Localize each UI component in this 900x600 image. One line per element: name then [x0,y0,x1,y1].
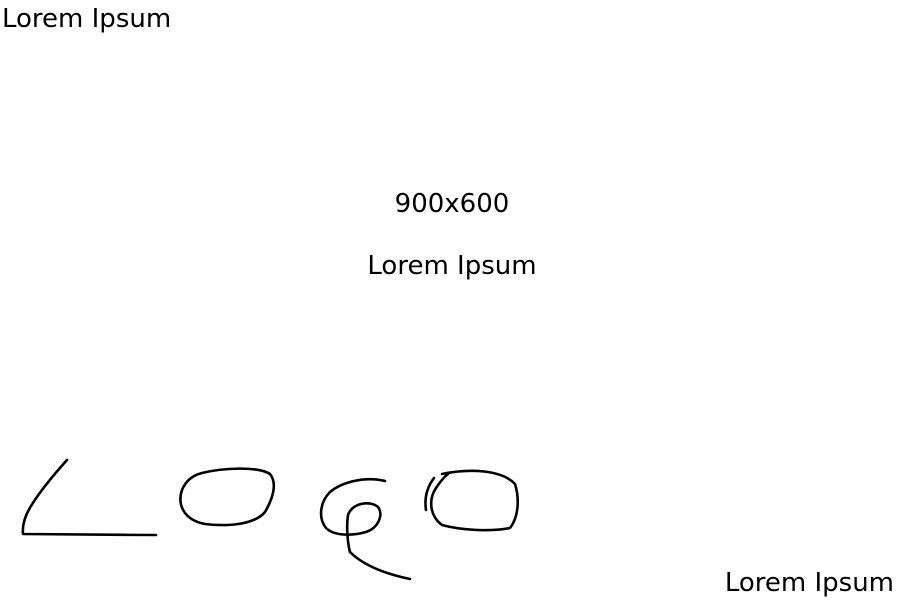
logo-letter-l [21,458,158,537]
logo-letter-o-inner-stroke [424,476,436,512]
center-size-label: 900x600 [394,189,510,219]
logo-letter-o-second [429,469,520,532]
logo-letter-o-first [179,467,276,527]
logo-letter-g-bowl [319,477,387,554]
logo-letter-g-tail [348,550,412,581]
top-left-text: Lorem Ipsum [2,4,172,34]
center-text: Lorem Ipsum [367,251,537,281]
bottom-right-text: Lorem Ipsum [724,568,894,598]
